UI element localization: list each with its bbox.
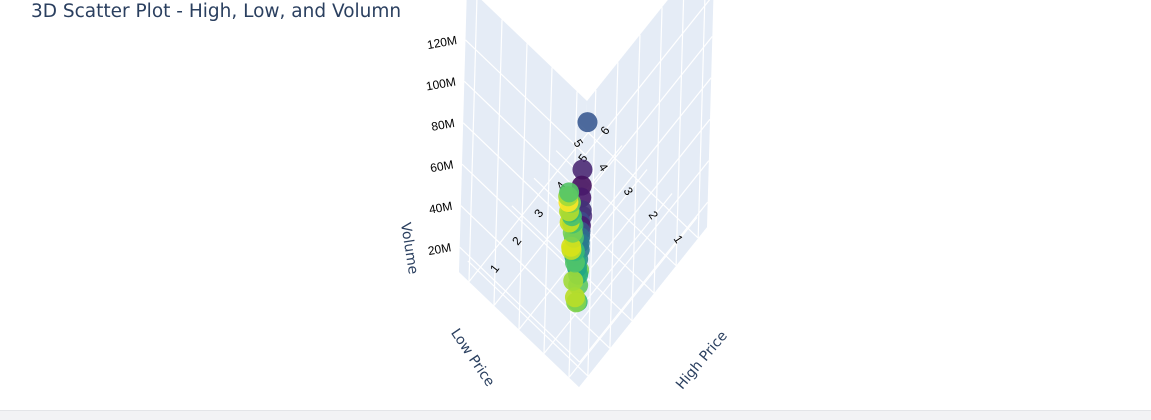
data-point bbox=[564, 287, 585, 308]
volume-tick-label: 20M bbox=[427, 240, 452, 258]
volume-tick-label: 100M bbox=[425, 75, 457, 94]
data-point bbox=[559, 182, 580, 203]
bottom-scroll-strip bbox=[0, 410, 1151, 420]
data-point bbox=[577, 112, 598, 133]
data-points bbox=[558, 112, 598, 313]
back-wall-high-price bbox=[579, 0, 714, 387]
chart-title: 3D Scatter Plot - High, Low, and Volumn bbox=[31, 1, 402, 22]
data-point bbox=[563, 270, 584, 291]
volume-axis-title: Volume bbox=[397, 221, 421, 275]
high-price-axis-title: High Price bbox=[673, 328, 731, 393]
volume-axis-ticks: 20M 40M 60M 80M 100M 120M bbox=[425, 33, 458, 258]
volume-tick-label: 80M bbox=[430, 116, 455, 134]
volume-tick-label: 120M bbox=[426, 33, 458, 52]
grid-lines bbox=[459, 0, 713, 378]
low-price-axis-title: Low Price bbox=[447, 326, 497, 390]
data-point bbox=[572, 159, 593, 180]
volume-tick-label: 60M bbox=[429, 157, 454, 175]
volume-tick-label: 40M bbox=[428, 199, 453, 217]
